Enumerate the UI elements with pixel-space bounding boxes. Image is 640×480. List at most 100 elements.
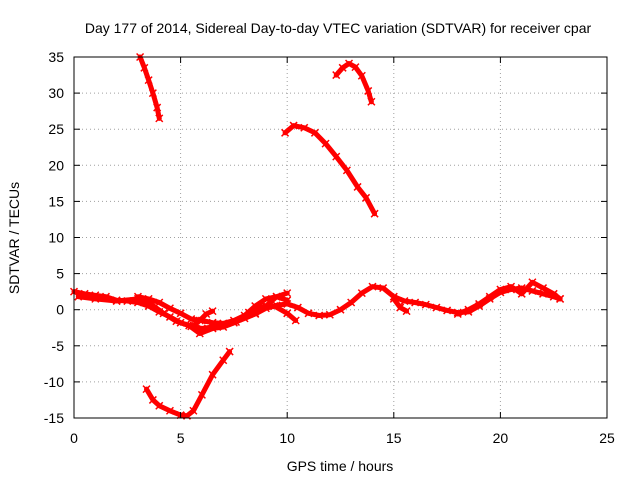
data-point: [293, 303, 302, 312]
data-point: [344, 59, 354, 68]
data-point: [475, 299, 484, 308]
data-point: [291, 316, 300, 325]
arc-decline-early: [136, 52, 164, 123]
data-point: [507, 282, 516, 291]
y-tick-label: 0: [56, 302, 64, 318]
data-point: [155, 401, 164, 410]
data-point: [187, 315, 196, 324]
x-tick-label: 15: [386, 430, 402, 446]
data-point: [300, 123, 309, 132]
data-point: [283, 309, 292, 318]
y-tick-label: 10: [48, 230, 64, 246]
y-tick-label: -15: [44, 410, 64, 426]
data-point: [304, 309, 313, 318]
data-point: [148, 89, 157, 98]
x-tick-label: 0: [70, 430, 78, 446]
y-tick-label: 15: [48, 193, 64, 209]
data-point: [112, 297, 121, 306]
y-tick-label: 35: [48, 49, 64, 65]
arc-baseline-f: [453, 278, 565, 319]
data-point: [283, 289, 292, 298]
arc-decline-mid: [281, 121, 379, 218]
data-point: [347, 298, 356, 307]
data-point: [338, 63, 347, 72]
data-point: [325, 310, 334, 319]
arc-baseline-c: [133, 292, 292, 328]
data-point: [208, 318, 217, 327]
data-point: [195, 316, 204, 325]
data-point: [144, 76, 153, 85]
data-point: [432, 303, 441, 312]
x-tick-label: 20: [493, 430, 509, 446]
data-point: [496, 285, 505, 294]
data-point: [261, 302, 270, 311]
data-point: [225, 347, 234, 356]
data-point: [379, 284, 388, 293]
data-point: [353, 182, 362, 191]
data-point: [189, 321, 198, 330]
data-point: [453, 310, 462, 319]
data-point: [219, 319, 228, 328]
data-point: [229, 316, 238, 325]
data-point: [148, 395, 157, 404]
data-point: [240, 311, 249, 320]
data-point: [208, 370, 217, 379]
data-point: [528, 278, 537, 287]
data-point: [283, 296, 292, 305]
data-point: [140, 63, 149, 72]
data-point: [208, 307, 217, 316]
data-point: [195, 329, 204, 338]
data-point: [357, 289, 366, 298]
data-point: [272, 292, 281, 301]
data-point: [310, 128, 319, 137]
series-line: [252, 290, 290, 316]
series-line: [137, 54, 162, 121]
y-tick-label: 5: [56, 266, 64, 282]
series-line: [282, 123, 378, 217]
data-point: [153, 103, 162, 112]
y-tick-label: 25: [48, 121, 64, 137]
data-point: [176, 309, 185, 318]
data-point: [251, 302, 260, 311]
data-point: [362, 193, 371, 202]
data-point: [367, 97, 376, 106]
data-point: [336, 305, 345, 314]
data-point: [172, 317, 181, 326]
data-point: [332, 71, 341, 80]
data-point: [133, 292, 142, 301]
data-point: [74, 292, 83, 301]
x-tick-label: 10: [279, 430, 295, 446]
tick-marks: [73, 56, 608, 419]
data-point: [142, 385, 151, 394]
x-tick-label: 5: [177, 430, 185, 446]
x-tick-labels: 0 5 10 15 20 25: [70, 430, 615, 446]
data-point: [443, 306, 452, 315]
arc-peak: [332, 59, 376, 106]
data-point: [189, 406, 198, 415]
data-point: [281, 128, 290, 137]
data-points: [69, 52, 565, 420]
data-point: [144, 294, 153, 303]
data-point: [400, 297, 409, 306]
data-point: [197, 390, 206, 399]
data-point: [528, 286, 537, 295]
data-point: [517, 289, 526, 298]
data-point: [549, 289, 558, 298]
data-point: [421, 300, 430, 309]
y-axis-label: SDTVAR / TECUs: [6, 182, 22, 294]
data-point: [357, 71, 366, 80]
data-point: [389, 294, 398, 303]
y-tick-label: -5: [52, 338, 65, 354]
data-point: [368, 282, 377, 291]
data-point: [332, 152, 341, 161]
y-tick-label: 30: [48, 85, 64, 101]
arc-baseline-a: [69, 282, 565, 333]
chart-title: Day 177 of 2014, Sidereal Day-to-day VTE…: [85, 20, 592, 36]
y-tick-labels: -15 -10 -5 0 5 10 15 20 25 30 35: [44, 49, 64, 426]
data-point: [251, 309, 260, 318]
data-point: [539, 284, 548, 293]
data-point: [289, 121, 298, 130]
arc-baseline-g: [389, 294, 411, 316]
data-point: [351, 63, 360, 72]
data-point: [485, 292, 494, 301]
